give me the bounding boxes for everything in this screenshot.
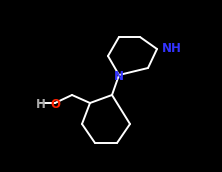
Text: NH: NH <box>162 41 182 55</box>
Text: N: N <box>114 69 124 83</box>
Text: O: O <box>50 98 60 110</box>
Text: H: H <box>36 98 46 110</box>
